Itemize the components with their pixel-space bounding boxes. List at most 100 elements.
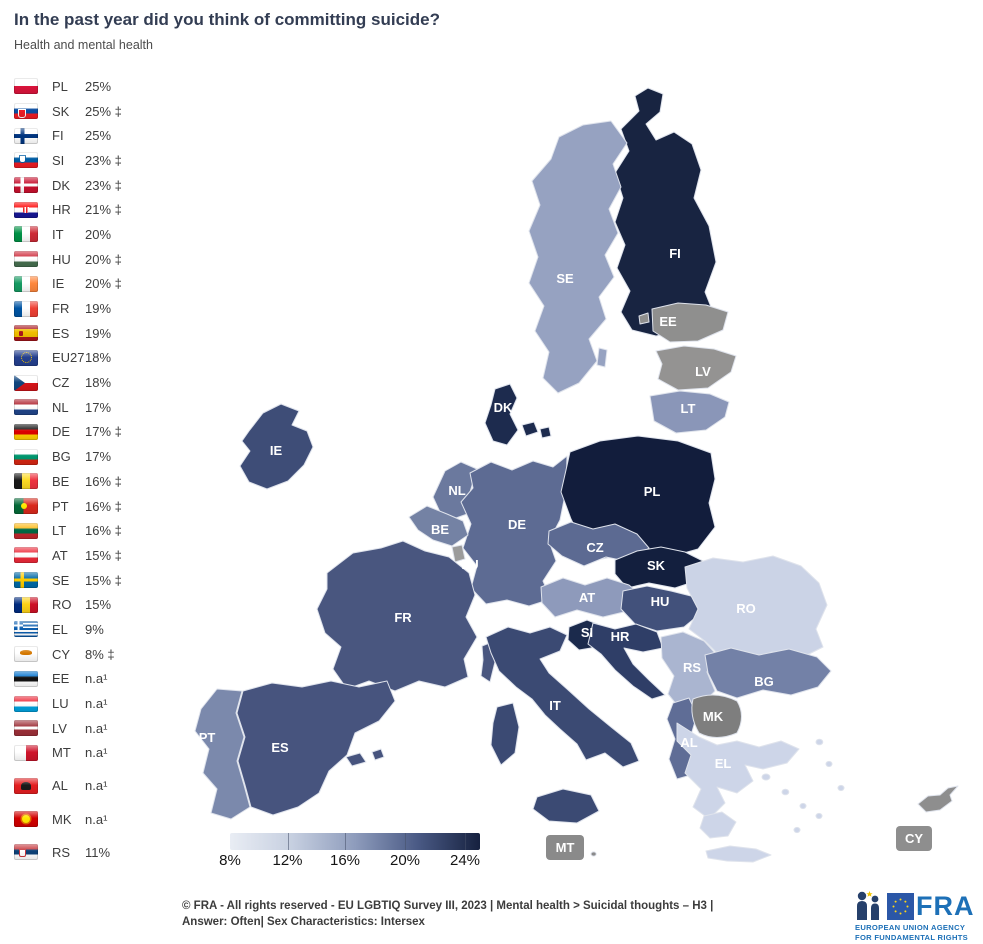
country-bg[interactable] xyxy=(704,647,832,699)
country-ee[interactable] xyxy=(638,312,650,325)
country-label-al: AL xyxy=(680,735,697,750)
country-es[interactable] xyxy=(236,680,396,816)
legend-country-code: EL xyxy=(52,621,68,637)
country-label-de: DE xyxy=(508,517,526,532)
legend-country-value: 19% xyxy=(85,325,112,341)
country-el[interactable] xyxy=(781,788,790,796)
country-pt[interactable] xyxy=(194,688,251,820)
country-el[interactable] xyxy=(761,773,771,781)
scale-tick xyxy=(287,833,289,850)
legend-item-fi: FI 25% xyxy=(14,123,174,148)
country-el[interactable] xyxy=(699,811,737,839)
country-fr[interactable] xyxy=(316,540,478,692)
legend-country-value: n.a¹ xyxy=(85,811,108,827)
country-es[interactable] xyxy=(345,752,367,767)
legend-item-fr: FR 19% xyxy=(14,296,174,321)
legend-country-value: 25% xyxy=(85,78,112,94)
legend-country-value: 17% ‡ xyxy=(85,424,122,440)
country-cy[interactable] xyxy=(917,785,959,813)
country-el[interactable] xyxy=(815,738,824,746)
country-fi[interactable] xyxy=(614,87,717,337)
legend-country-value: 16% ‡ xyxy=(85,473,122,489)
legend-country-code: FI xyxy=(52,128,64,144)
country-ee[interactable] xyxy=(651,302,729,343)
legend-country-value: n.a¹ xyxy=(85,671,108,687)
legend-item-es: ES 19% xyxy=(14,321,174,346)
country-label-hr: HR xyxy=(611,629,630,644)
country-label-mk: MK xyxy=(703,709,724,724)
country-lt[interactable] xyxy=(649,390,730,434)
legend-country-value: 25% ‡ xyxy=(85,103,122,119)
legend-item-ro: RO 15% xyxy=(14,592,174,617)
country-se[interactable] xyxy=(528,120,628,394)
legend-country-value: 20% ‡ xyxy=(85,251,122,267)
country-es[interactable] xyxy=(371,748,385,761)
legend-country-code: PL xyxy=(52,78,68,94)
legend-item-cy: CY 8% ‡ xyxy=(14,642,174,667)
country-se[interactable] xyxy=(596,347,608,368)
legend-country-code: HR xyxy=(52,202,71,218)
legend-country-code: RO xyxy=(52,597,72,613)
legend-item-si: SI 23% ‡ xyxy=(14,148,174,173)
country-mt[interactable] xyxy=(590,851,597,857)
legend-country-value: 9% xyxy=(85,621,104,637)
legend-country-code: LT xyxy=(52,523,67,539)
country-label-pl: PL xyxy=(644,484,661,499)
legend-item-ee: EE n.a¹ xyxy=(14,667,174,692)
country-ro[interactable] xyxy=(684,555,828,662)
country-el[interactable] xyxy=(793,826,801,834)
legend-country-code: ES xyxy=(52,325,70,341)
country-el[interactable] xyxy=(676,722,800,820)
country-badge-cy[interactable] xyxy=(896,826,932,851)
page-subtitle: Health and mental health xyxy=(14,38,153,52)
country-label-el: EL xyxy=(715,756,732,771)
legend-country-value: 18% xyxy=(85,375,112,391)
country-label-nl: NL xyxy=(448,483,465,498)
flag-lt-icon xyxy=(14,522,38,539)
legend-country-value: 23% ‡ xyxy=(85,152,122,168)
country-label-sk: SK xyxy=(647,558,666,573)
legend-country-value: 19% xyxy=(85,301,112,317)
country-it[interactable] xyxy=(485,626,640,768)
flag-it-icon xyxy=(14,226,38,243)
country-badge-mt[interactable] xyxy=(546,835,584,860)
legend-country-code: FR xyxy=(52,301,70,317)
flag-fr-icon xyxy=(14,300,38,317)
flag-hu-icon xyxy=(14,251,38,268)
flag-rs-icon xyxy=(14,844,38,861)
legend-country-value: 15% ‡ xyxy=(85,572,122,588)
scale-label-12: 12% xyxy=(272,852,303,869)
country-dk[interactable] xyxy=(484,383,519,446)
country-hr[interactable] xyxy=(587,622,666,700)
country-label-hu: HU xyxy=(651,594,670,609)
country-it[interactable] xyxy=(490,702,520,766)
fra-caption-1: EUROPEAN UNION AGENCY xyxy=(855,923,966,932)
country-dk[interactable] xyxy=(539,426,552,439)
country-lv[interactable] xyxy=(655,345,737,391)
country-el[interactable] xyxy=(799,802,807,810)
legend-item-pl: PL 25% xyxy=(14,74,174,99)
country-mk[interactable] xyxy=(691,694,742,738)
country-el[interactable] xyxy=(705,845,772,863)
country-el[interactable] xyxy=(825,760,833,768)
country-el[interactable] xyxy=(815,812,823,820)
country-ie[interactable] xyxy=(239,403,314,490)
legend-country-value: 8% ‡ xyxy=(85,646,115,662)
flag-ie-icon xyxy=(14,275,38,292)
country-dk[interactable] xyxy=(521,421,539,437)
country-be[interactable] xyxy=(408,505,469,547)
legend-country-code: CY xyxy=(52,646,71,662)
country-hu[interactable] xyxy=(620,585,702,632)
country-badge-label-cy: CY xyxy=(905,831,923,846)
flag-eu27-icon xyxy=(14,349,38,366)
legend-item-pt: PT 16% ‡ xyxy=(14,494,174,519)
country-it[interactable] xyxy=(532,788,600,824)
eu-flag-icon xyxy=(887,893,914,920)
legend-country-code: DK xyxy=(52,177,71,193)
legend-country-value: 21% ‡ xyxy=(85,202,122,218)
legend-country-value: 20% xyxy=(85,226,112,242)
country-lu[interactable] xyxy=(451,544,466,563)
country-el[interactable] xyxy=(837,784,845,792)
country-label-it: IT xyxy=(549,698,561,713)
flag-pl-icon xyxy=(14,78,38,95)
